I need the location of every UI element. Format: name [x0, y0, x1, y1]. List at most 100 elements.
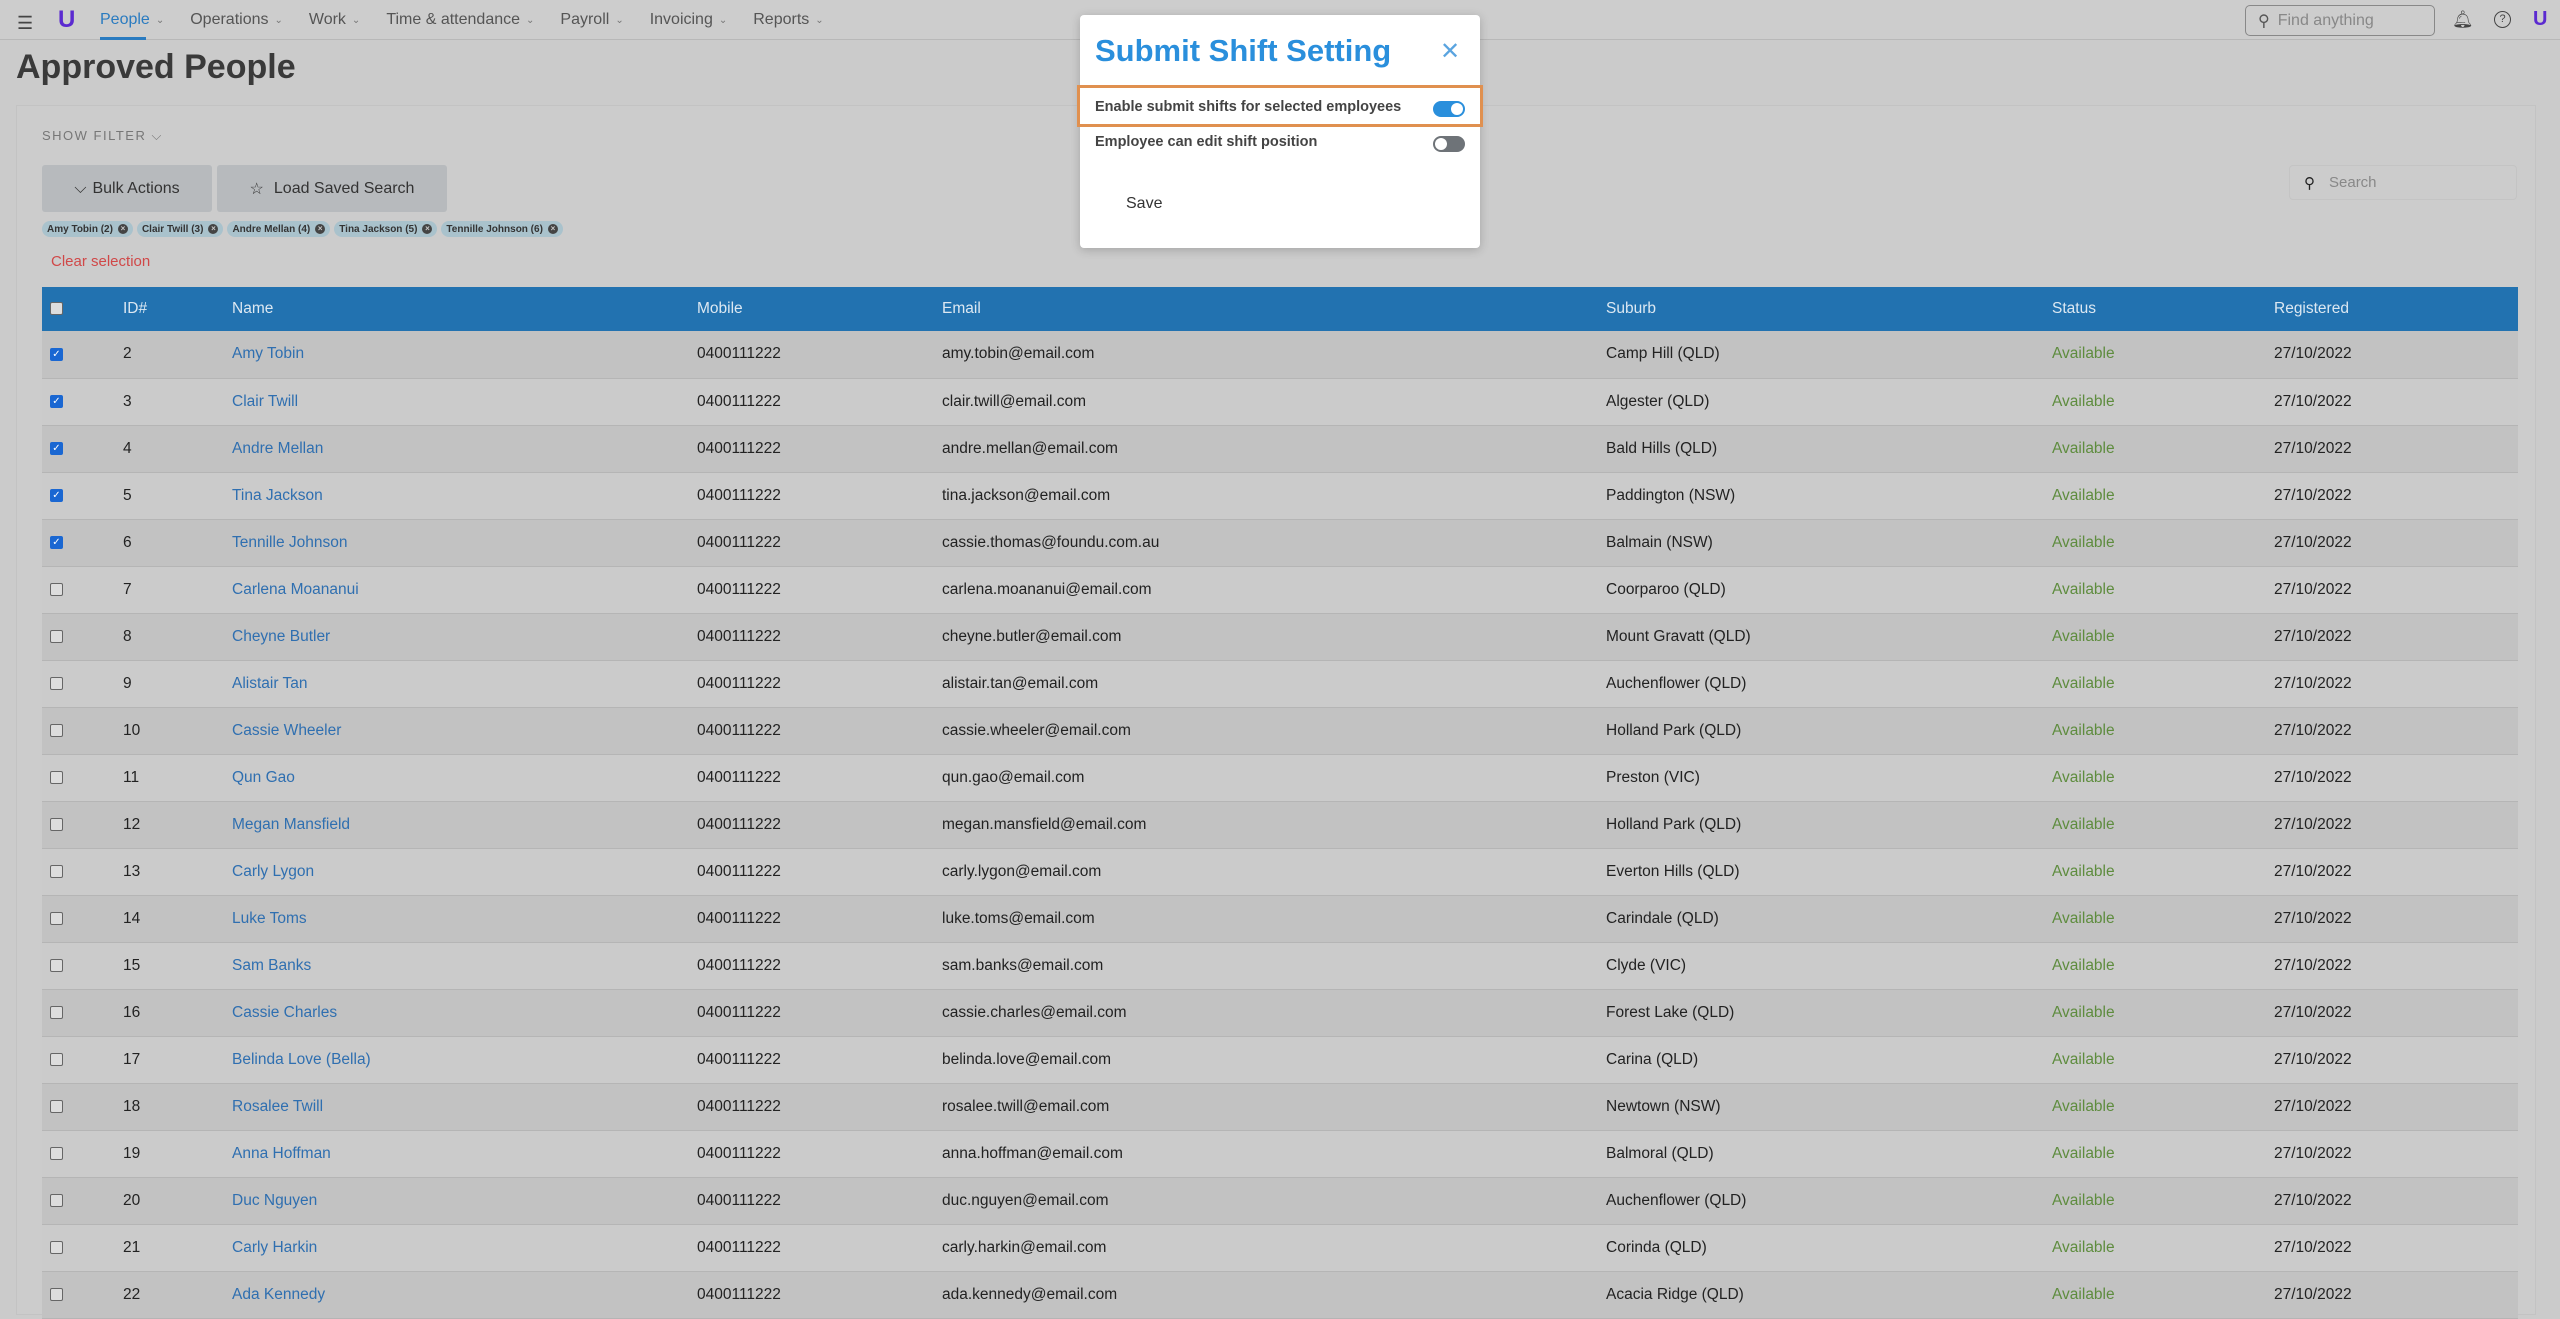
row-checkbox[interactable] [50, 676, 63, 690]
table-row[interactable]: 16 Cassie Charles 0400111222 cassie.charles… [42, 989, 2518, 1036]
remove-chip-icon[interactable]: × [315, 224, 326, 234]
nav-item-time-attendance[interactable]: Time & attendance ⌄ [386, 0, 534, 40]
table-row[interactable]: ✓ 6 Tennille Johnson 0400111222 cassie.thoma… [42, 519, 2518, 566]
table-row[interactable]: 14 Luke Toms 0400111222 luke.toms@email.com… [42, 895, 2518, 942]
remove-chip-icon[interactable]: × [422, 224, 433, 234]
cell-name[interactable]: Luke Toms [232, 909, 307, 927]
row-checkbox[interactable] [50, 1099, 63, 1113]
show-filter-toggle[interactable]: SHOW FILTER ⌵ [42, 128, 163, 144]
row-checkbox[interactable] [50, 958, 63, 972]
table-row[interactable]: 18 Rosalee Twill 0400111222 rosalee.twill@e… [42, 1083, 2518, 1130]
table-row[interactable]: 10 Cassie Wheeler 0400111222 cassie.wheeler… [42, 707, 2518, 754]
row-checkbox[interactable] [50, 629, 63, 643]
table-row[interactable]: 8 Cheyne Butler 0400111222 cheyne.butler@em… [42, 613, 2518, 660]
column-header[interactable]: Suburb [1606, 300, 1656, 317]
column-header[interactable]: Name [232, 300, 274, 317]
nav-item-payroll[interactable]: Payroll ⌄ [560, 0, 623, 40]
cell-name[interactable]: Cassie Wheeler [232, 721, 342, 739]
cell-name[interactable]: Megan Mansfield [232, 815, 351, 833]
row-checkbox[interactable]: ✓ [50, 394, 63, 408]
table-row[interactable]: 19 Anna Hoffman 0400111222 anna.hoffman@ema… [42, 1130, 2518, 1177]
row-checkbox[interactable] [50, 1052, 63, 1066]
cell-name[interactable]: Tennille Johnson [232, 533, 348, 551]
table-row[interactable]: ✓ 2 Amy Tobin 0400111222 amy.tobin@email.com… [42, 331, 2518, 378]
row-checkbox[interactable]: ✓ [50, 441, 63, 455]
table-row[interactable]: 7 Carlena Moananui 0400111222 carlena.moana… [42, 566, 2518, 613]
cell-name[interactable]: Tina Jackson [232, 486, 323, 504]
cell-name[interactable]: Cheyne Butler [232, 627, 331, 645]
cell-name[interactable]: Cassie Charles [232, 1003, 338, 1021]
cell-name[interactable]: Ada Kennedy [232, 1285, 326, 1303]
hamburger-menu-icon[interactable]: ☰ [17, 13, 34, 33]
cell-name[interactable]: Rosalee Twill [232, 1097, 324, 1115]
row-checkbox[interactable] [50, 770, 63, 784]
cell-name[interactable]: Sam Banks [232, 956, 312, 974]
row-checkbox[interactable] [50, 1287, 63, 1301]
load-saved-search-button[interactable]: ☆ Load Saved Search [217, 165, 447, 212]
row-checkbox[interactable]: ✓ [50, 535, 63, 549]
app-logo[interactable]: U [58, 6, 76, 33]
table-row[interactable]: 12 Megan Mansfield 0400111222 megan.mansfie… [42, 801, 2518, 848]
cell-suburb: Corinda (QLD) [1606, 1238, 1707, 1256]
close-icon[interactable]: ✕ [1440, 38, 1461, 65]
table-search-input[interactable]: ⚲ Search [2289, 165, 2517, 200]
column-header[interactable]: Email [942, 300, 981, 317]
row-checkbox[interactable] [50, 1146, 63, 1160]
table-row[interactable]: 22 Ada Kennedy 0400111222 ada.kennedy@email… [42, 1271, 2518, 1318]
table-row[interactable]: 9 Alistair Tan 0400111222 alistair.tan@emai… [42, 660, 2518, 707]
column-header[interactable]: ID# [123, 300, 148, 317]
cell-name[interactable]: Andre Mellan [232, 439, 324, 457]
column-header[interactable]: Status [2052, 300, 2096, 317]
remove-chip-icon[interactable]: × [117, 224, 128, 234]
row-checkbox[interactable] [50, 582, 63, 596]
nav-item-operations[interactable]: Operations ⌄ [190, 0, 283, 40]
table-row[interactable]: 11 Qun Gao 0400111222 qun.gao@email.com Pres… [42, 754, 2518, 801]
row-checkbox[interactable] [50, 817, 63, 831]
edit-shift-position-toggle[interactable] [1433, 136, 1465, 152]
nav-item-work[interactable]: Work ⌄ [309, 0, 360, 40]
nav-item-invoicing[interactable]: Invoicing ⌄ [650, 0, 728, 40]
row-checkbox[interactable] [50, 911, 63, 925]
remove-chip-icon[interactable]: × [547, 224, 558, 234]
find-anything-input[interactable]: ⚲ Find anything [2245, 5, 2435, 36]
table-row[interactable]: 20 Duc Nguyen 0400111222 duc.nguyen@email.c… [42, 1177, 2518, 1224]
row-checkbox[interactable]: ✓ [50, 347, 63, 361]
cell-name[interactable]: Alistair Tan [232, 674, 308, 692]
cell-registered: 27/10/2022 [2274, 345, 2352, 363]
table-row[interactable]: 15 Sam Banks 0400111222 sam.banks@email.com… [42, 942, 2518, 989]
row-checkbox[interactable] [50, 1193, 63, 1207]
column-header[interactable]: Registered [2274, 300, 2349, 317]
cell-name[interactable]: Amy Tobin [232, 345, 305, 363]
remove-chip-icon[interactable]: × [208, 224, 219, 234]
row-checkbox[interactable] [50, 723, 63, 737]
row-checkbox[interactable] [50, 1240, 63, 1254]
select-all-checkbox[interactable] [50, 302, 63, 316]
user-avatar[interactable]: U [2533, 8, 2548, 30]
cell-name[interactable]: Duc Nguyen [232, 1191, 318, 1209]
table-row[interactable]: ✓ 5 Tina Jackson 0400111222 tina.jackson@ema… [42, 472, 2518, 519]
table-row[interactable]: 13 Carly Lygon 0400111222 carly.lygon@email… [42, 848, 2518, 895]
cell-name[interactable]: Carly Lygon [232, 862, 315, 880]
table-row[interactable]: 21 Carly Harkin 0400111222 carly.harkin@ema… [42, 1224, 2518, 1271]
row-checkbox[interactable] [50, 864, 63, 878]
cell-name[interactable]: Clair Twill [232, 392, 299, 410]
cell-name[interactable]: Qun Gao [232, 768, 295, 786]
clear-selection-link[interactable]: Clear selection [51, 253, 151, 270]
cell-name[interactable]: Belinda Love (Bella) [232, 1050, 371, 1068]
nav-item-reports[interactable]: Reports ⌄ [753, 0, 823, 40]
bulk-actions-button[interactable]: ⌵ Bulk Actions [42, 165, 212, 212]
column-header[interactable]: Mobile [697, 300, 743, 317]
cell-name[interactable]: Carlena Moananui [232, 580, 359, 598]
save-button[interactable]: Save [1126, 195, 1163, 212]
table-row[interactable]: ✓ 3 Clair Twill 0400111222 clair.twill@email… [42, 378, 2518, 425]
bell-icon[interactable]: 🔔︎ [2452, 10, 2474, 29]
table-row[interactable]: ✓ 4 Andre Mellan 0400111222 andre.mellan@ema… [42, 425, 2518, 472]
cell-name[interactable]: Anna Hoffman [232, 1144, 331, 1162]
row-checkbox[interactable] [50, 1005, 63, 1019]
enable-submit-shifts-toggle[interactable] [1433, 101, 1465, 117]
nav-item-people[interactable]: People ⌄ [100, 0, 164, 40]
row-checkbox[interactable]: ✓ [50, 488, 63, 502]
cell-name[interactable]: Carly Harkin [232, 1238, 318, 1256]
help-icon[interactable]: ? [2494, 11, 2511, 28]
table-row[interactable]: 17 Belinda Love (Bella) 0400111222 belinda.… [42, 1036, 2518, 1083]
